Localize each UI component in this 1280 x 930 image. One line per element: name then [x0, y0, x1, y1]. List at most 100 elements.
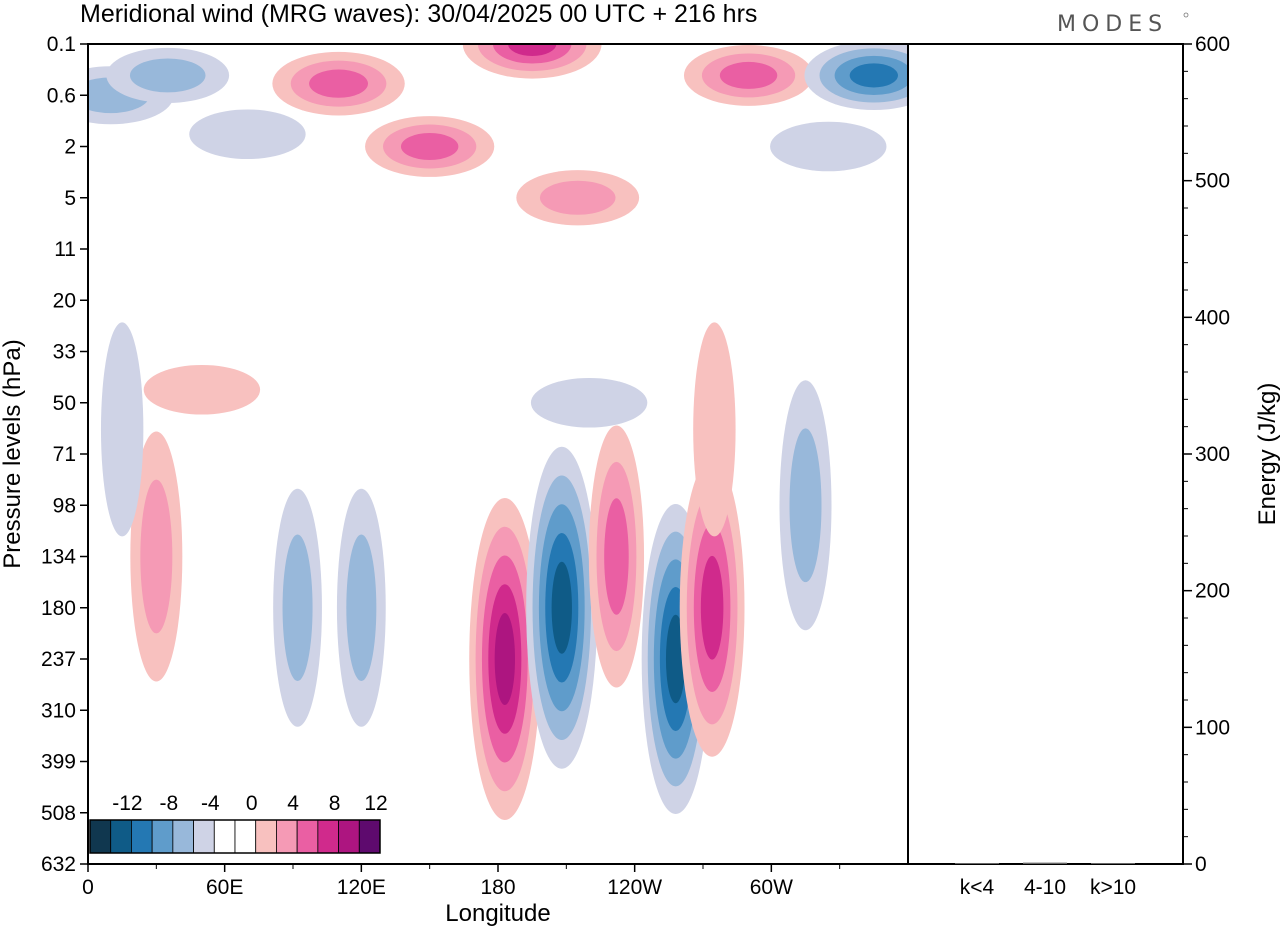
colorbar-swatch [131, 819, 153, 854]
energy-bar [1091, 863, 1135, 864]
contour-band [282, 534, 313, 681]
energy-tick-label: 100 [1195, 716, 1230, 739]
colorbar-frame [89, 819, 381, 854]
y-tick-label: 134 [41, 546, 76, 569]
contour-band [143, 364, 261, 415]
contour-cell [272, 51, 405, 116]
x-tick-label: 60W [750, 876, 793, 899]
colorbar-label: -4 [201, 792, 220, 815]
contour-cell [130, 431, 183, 682]
colorbar: -12 -8 -4 0 4 8 12 [89, 792, 388, 854]
x-tick-label: 0 [82, 876, 94, 899]
colorbar-label: -8 [160, 792, 179, 815]
y-tick-label: 0.6 [47, 84, 76, 107]
contour-band [693, 322, 736, 537]
x-tick-label: 120E [337, 876, 386, 899]
colorbar-swatch [255, 819, 277, 854]
contour-cell [462, 44, 602, 79]
contour-band [494, 613, 516, 705]
logo-mark-icon [1183, 12, 1189, 18]
contour-band [539, 180, 616, 215]
energy-panel: 0 100 200 300 400 500 600 k<4 4-10 k>10 [907, 33, 1230, 899]
energy-category-label: 4-10 [1024, 876, 1066, 899]
chart-title: Meridional wind (MRG waves): 30/04/2025 … [80, 0, 757, 28]
contour-cell [779, 380, 832, 631]
contour-band [309, 69, 368, 98]
colorbar-swatch [151, 819, 174, 854]
contour-cell [469, 498, 541, 820]
energy-tick-label: 200 [1195, 580, 1230, 603]
contour-cell [273, 488, 322, 727]
contour-cell [526, 446, 598, 769]
contour-band [789, 428, 822, 583]
colorbar-swatch [213, 819, 236, 854]
y-tick-label: 98 [53, 494, 76, 517]
contour-band [508, 44, 557, 57]
colorbar-label: 12 [364, 792, 387, 815]
colorbar-label: 4 [287, 792, 299, 815]
energy-tick-label: 400 [1195, 306, 1230, 329]
modes-logo: MODES [1057, 12, 1168, 37]
energy-category-label: k<4 [960, 876, 995, 899]
contour-cell [336, 488, 386, 727]
colorbar-swatch [276, 819, 298, 854]
colorbar-swatch [296, 819, 319, 854]
colorbar-swatch [193, 819, 215, 854]
energy-bar [955, 863, 999, 864]
x-tick-label: 60E [206, 876, 243, 899]
colorbar-label: 8 [329, 792, 341, 815]
x-axis-label: Longitude [445, 900, 550, 927]
y-tick-label: 0.1 [47, 33, 76, 56]
contour-band [700, 555, 724, 660]
y-axis-label: Pressure levels (hPa) [0, 339, 26, 568]
y-tick-label: 310 [41, 699, 76, 722]
energy-category-label: k>10 [1090, 876, 1136, 899]
energy-axis-label: Energy (J/kg) [1254, 383, 1280, 526]
contour-band [719, 61, 778, 89]
y-tick-label: 180 [41, 597, 76, 620]
colorbar-swatch [172, 819, 194, 854]
y-tick-label: 50 [53, 392, 76, 415]
colorbar-label: -12 [112, 792, 142, 815]
y-tick-label: 632 [41, 853, 76, 876]
contour-cell [683, 45, 814, 106]
contour-cell [189, 109, 306, 160]
y-tick-label: 5 [64, 187, 76, 210]
contour-band [849, 63, 898, 88]
y-tick-label: 2 [64, 136, 76, 159]
contour-band [346, 534, 377, 681]
x-tick-label: 180 [480, 876, 515, 899]
contour-band [551, 561, 572, 654]
colorbar-swatch [317, 819, 339, 854]
contour-band [530, 377, 648, 428]
contour-band [189, 109, 306, 160]
contour-cell [693, 322, 736, 537]
energy-tick-label: 300 [1195, 443, 1230, 466]
contour-cell [770, 121, 887, 172]
y-tick-label: 508 [41, 802, 76, 825]
contour-cell [588, 425, 645, 688]
colorbar-swatch [234, 819, 257, 854]
contour-cell [143, 364, 261, 415]
energy-bar [1023, 862, 1067, 864]
y-tick-label: 20 [53, 289, 76, 312]
contour-band [129, 58, 206, 93]
contour-cell [530, 377, 648, 428]
contour-cell [106, 47, 230, 104]
energy-frame [907, 43, 1184, 865]
contour-band [100, 322, 144, 537]
colorbar-swatch [358, 819, 381, 854]
contour-band [770, 121, 887, 172]
y-tick-label: 33 [53, 341, 76, 364]
contour-cell [804, 44, 908, 111]
energy-tick-label: 0 [1195, 853, 1207, 876]
colorbar-swatch [338, 819, 360, 854]
contour-band [604, 498, 629, 615]
wind-contour-field [88, 44, 908, 820]
contour-cell [100, 322, 144, 537]
x-tick-label: 120W [607, 876, 662, 899]
y-tick-label: 11 [54, 238, 76, 261]
y-tick-label: 71 [53, 443, 76, 466]
colorbar-swatch [110, 819, 132, 854]
